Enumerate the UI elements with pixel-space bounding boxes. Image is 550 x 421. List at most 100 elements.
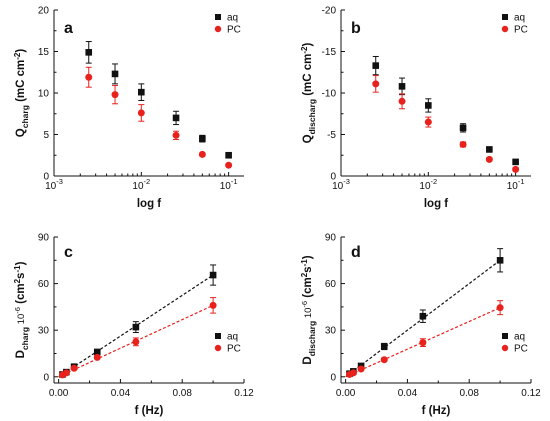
panel-letter: b	[351, 20, 361, 37]
legend-item: aq	[502, 13, 525, 24]
series-PC	[58, 297, 217, 379]
data-point	[85, 49, 93, 56]
data-point	[419, 312, 427, 320]
series-aq	[345, 248, 504, 378]
x-tick-label: 0.08	[172, 388, 192, 399]
y-tick-label: 0	[330, 172, 336, 183]
y-tick-label: -20	[322, 6, 337, 17]
data-point	[496, 304, 504, 312]
data-point	[198, 150, 206, 158]
legend-label: PC	[514, 25, 528, 36]
x-tick-label: 10-1	[220, 177, 238, 192]
panel-letter: d	[351, 244, 361, 261]
x-axis-label: f (Hz)	[135, 405, 164, 417]
y-tick-label: 5	[43, 130, 49, 141]
y-tick-label: 15	[38, 47, 50, 58]
legend-item: PC	[214, 25, 241, 36]
data-point	[486, 146, 493, 153]
legend-marker	[501, 344, 509, 352]
y-tick-label: 90	[325, 233, 337, 244]
x-tick-label: 0.04	[398, 388, 418, 399]
panel-d: 0 30 60 90 0.00 0.04 0.08 0.12 f (Hz) Ddischarg 1…	[300, 233, 541, 418]
data-point	[132, 338, 140, 346]
legend-label: aq	[514, 332, 525, 343]
series-aq	[58, 264, 217, 378]
legend-label: PC	[514, 344, 528, 355]
y-tick-label: -15	[322, 47, 337, 58]
data-point	[209, 271, 217, 279]
data-point	[85, 73, 93, 81]
y-tick-label: 0	[43, 172, 49, 183]
data-point	[380, 356, 388, 364]
panel-b: 0 -5 -10 -15 -20 10-3 10-2 10-1 log f Qdischarg (…	[300, 6, 531, 210]
data-point	[424, 118, 432, 126]
x-axis-label: f (Hz)	[422, 405, 451, 417]
legend-marker	[502, 333, 508, 339]
fit-line	[345, 307, 501, 378]
x-axis-label: log f	[424, 198, 448, 210]
data-point	[138, 88, 145, 96]
x-tick-label: 10-2	[419, 177, 437, 192]
x-tick-label: 10-2	[132, 177, 150, 192]
data-point	[398, 83, 406, 90]
panel-letter: a	[64, 20, 73, 37]
data-point	[93, 353, 101, 361]
panel-a: 0 5 10 15 20 10-3 10-2 10-1 log f Qcharg (mC cm-2…	[13, 6, 244, 210]
series-PC	[372, 75, 520, 173]
legend-marker	[502, 14, 508, 20]
y-tick-label: 20	[38, 6, 50, 17]
data-point	[512, 158, 519, 166]
x-tick-label: 10-3	[332, 177, 350, 192]
data-point	[419, 339, 427, 347]
series-aq	[85, 41, 232, 159]
legend-label: PC	[227, 25, 241, 36]
data-point	[111, 91, 119, 99]
x-tick-label: 0.12	[521, 388, 541, 399]
legend-item: PC	[214, 344, 241, 355]
legend-marker	[501, 25, 509, 33]
y-tick-label: 30	[325, 326, 337, 337]
data-point	[485, 155, 493, 163]
y-tick-label: 30	[38, 326, 50, 337]
x-tick-label: 0.00	[49, 388, 69, 399]
data-point	[172, 131, 180, 139]
x-axis-label: log f	[137, 198, 161, 210]
y-axis-label: Qdischarg (mC cm-2)	[300, 42, 317, 143]
panel-c: 0 30 60 90 0.00 0.04 0.08 0.12 f (Hz) Dcharg 10-6…	[13, 233, 254, 418]
legend-marker	[214, 25, 222, 33]
data-point	[111, 70, 119, 78]
x-tick-label: 10-3	[45, 177, 63, 192]
y-tick-label: -5	[327, 130, 336, 141]
y-tick-label: -10	[322, 89, 337, 100]
legend-item: aq	[502, 332, 525, 343]
data-point	[398, 97, 406, 105]
legend-item: aq	[215, 332, 238, 343]
data-point	[425, 102, 432, 109]
y-tick-label: 60	[38, 279, 50, 290]
x-tick-label: 10-1	[507, 177, 525, 192]
data-point	[62, 369, 70, 377]
legend-item: PC	[501, 25, 528, 36]
data-point	[199, 135, 206, 142]
legend-marker	[215, 333, 221, 339]
legend-label: PC	[227, 344, 241, 355]
series-aq	[372, 55, 519, 166]
data-point	[132, 323, 140, 331]
y-axis-label: Qcharg (mC cm-2)	[13, 49, 30, 138]
data-point	[459, 140, 467, 148]
legend-item: aq	[215, 13, 238, 24]
y-tick-label: 0	[43, 372, 49, 383]
x-tick-label: 0.04	[111, 388, 131, 399]
data-point	[372, 62, 380, 69]
data-point	[459, 124, 467, 132]
y-axis-label: Ddischarg 10-6 (cm2s-1)	[300, 255, 317, 364]
legend-marker	[214, 344, 222, 352]
data-point	[512, 165, 520, 173]
y-axis-label: Dcharg 10-6 (cm2s-1)	[13, 261, 30, 358]
x-tick-label: 0.00	[336, 388, 356, 399]
x-tick-label: 0.12	[234, 388, 254, 399]
y-tick-label: 0	[330, 372, 336, 383]
data-point	[172, 114, 180, 122]
panel-letter: c	[64, 244, 73, 261]
